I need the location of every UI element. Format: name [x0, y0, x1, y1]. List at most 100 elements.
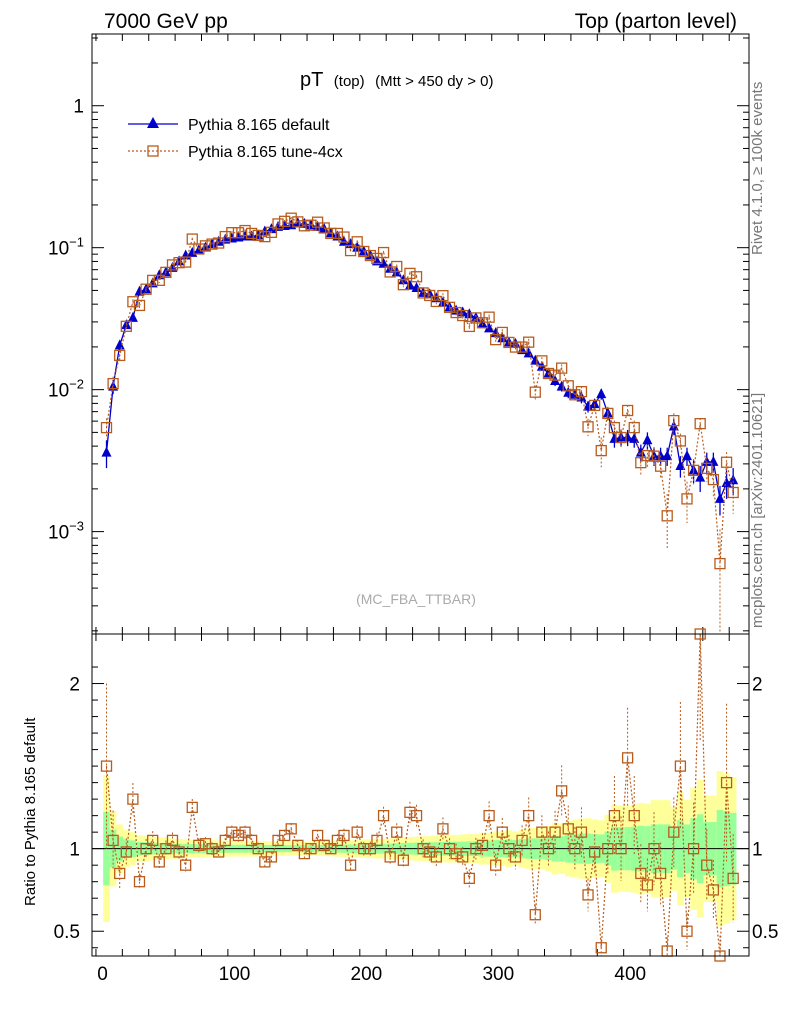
default-point	[510, 337, 521, 348]
ratio-tune-point	[450, 847, 462, 860]
tune-point	[305, 219, 317, 231]
tune-point	[450, 306, 462, 319]
ratio-tune-point	[344, 859, 357, 871]
ratio-tune-point	[654, 867, 667, 880]
tune-point	[153, 274, 165, 286]
default-point	[385, 262, 396, 273]
tune-point	[556, 362, 568, 374]
y-tick-label: 10−2	[48, 377, 84, 402]
tune-point	[272, 218, 284, 230]
tune-point	[292, 216, 304, 228]
tune-point	[621, 404, 634, 417]
y-tick-label: 10−1	[48, 235, 84, 260]
ratio-tune-point	[621, 752, 634, 764]
default-point	[629, 432, 640, 443]
tune-point	[654, 460, 667, 472]
x-tick-label: 200	[351, 964, 383, 985]
ratio-tune-point	[160, 843, 172, 855]
ratio-tick-label-left: 1	[69, 840, 80, 861]
tune-point	[410, 271, 423, 283]
tune-point	[245, 227, 258, 240]
ratio-tune-point	[503, 843, 515, 855]
tune-point	[694, 418, 706, 430]
tune-point	[377, 246, 390, 259]
ratio-tune-point	[476, 839, 489, 852]
default-point	[563, 386, 574, 397]
tune-point	[193, 243, 205, 255]
tune-point	[707, 473, 720, 486]
ratio-tune-point	[608, 809, 621, 822]
tune-point	[100, 421, 113, 434]
ratio-tune-point	[417, 843, 429, 855]
mcplots-label: mcplots.cern.ch [arXiv:2401.10621]	[749, 393, 766, 628]
ratio-tune-point	[628, 809, 640, 822]
ratio-tune-point	[615, 843, 627, 855]
tune-point	[727, 486, 739, 499]
data-series	[100, 212, 739, 962]
ratio-tune-point	[556, 785, 568, 797]
ratio-tune-point	[430, 851, 442, 863]
tune-point	[364, 249, 377, 262]
tune-point	[681, 493, 693, 505]
default-point	[721, 476, 732, 487]
default-point	[114, 339, 125, 350]
default-point	[378, 257, 389, 268]
tune-point	[529, 386, 541, 398]
y-tick-base: 10	[48, 239, 69, 260]
tune-point	[549, 369, 561, 381]
tune-point	[252, 229, 264, 242]
plot-title-sub2: (Mtt > 450 dy > 0)	[375, 73, 493, 90]
default-point	[675, 459, 686, 470]
legend: Pythia 8.165 default Pythia 8.165 tune-4…	[128, 117, 343, 161]
ratio-tune-point	[483, 809, 495, 822]
ratio-tune-point	[193, 839, 205, 852]
default-point	[681, 450, 692, 461]
x-tick-label: 400	[614, 964, 646, 985]
ratio-tune-point	[265, 851, 278, 863]
default-point	[622, 431, 633, 442]
ratio-tune-point	[536, 826, 548, 838]
tune-point	[344, 244, 357, 257]
tune-point	[147, 274, 159, 287]
header-right: Top (parton level)	[575, 10, 737, 33]
tune-point	[127, 296, 139, 308]
tune-point	[615, 431, 627, 444]
ratio-tune-point	[701, 859, 713, 871]
ratio-tune-point	[232, 829, 245, 842]
ratio-tune-point	[457, 851, 469, 863]
ratio-tune-point	[496, 826, 508, 838]
y-tick-base: 10	[48, 523, 69, 544]
ratio-tune-point	[311, 829, 324, 842]
header-left: 7000 GeV pp	[104, 10, 228, 33]
tune-point	[463, 320, 475, 333]
ratio-tune-point	[305, 843, 317, 855]
ratio-tune-point	[641, 879, 654, 891]
ratio-tune-point	[674, 760, 687, 772]
default-point	[312, 220, 323, 231]
tune-point	[595, 444, 607, 457]
tune-point	[311, 216, 324, 228]
tune-point	[417, 287, 429, 299]
tune-point	[180, 256, 192, 268]
ratio-tune-point	[100, 760, 113, 772]
ratio-tune-point	[490, 859, 502, 871]
default-point	[655, 450, 666, 461]
ratio-tune-point	[588, 846, 601, 858]
ratio-tune-point	[377, 809, 390, 822]
default-point	[127, 311, 138, 322]
tune-point	[206, 238, 218, 250]
default-point	[477, 317, 488, 328]
ratio-tune-point	[186, 801, 198, 814]
ratio-tune-point	[285, 823, 297, 835]
tune-point	[608, 421, 621, 434]
ratio-tune-point	[668, 826, 680, 838]
tune-point	[239, 224, 251, 237]
tune-point	[120, 320, 132, 332]
ratio-tune-point	[278, 829, 291, 842]
default-point	[642, 434, 653, 445]
tune-point	[720, 456, 733, 468]
default-point	[154, 269, 165, 280]
default-point	[404, 279, 415, 290]
ratio-tune-point	[384, 851, 396, 863]
tune-point	[133, 299, 146, 312]
